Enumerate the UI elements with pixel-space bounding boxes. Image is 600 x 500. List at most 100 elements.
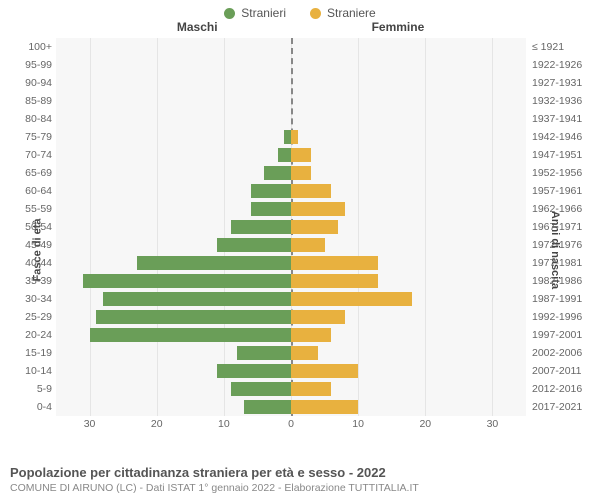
age-row: 80-841937-1941 [56,110,526,128]
y-tick-birth: 2017-2021 [532,398,592,416]
y-tick-birth: 1972-1976 [532,236,592,254]
y-tick-birth: 1922-1926 [532,56,592,74]
legend: Stranieri Straniere [0,0,600,20]
legend-label-male: Stranieri [241,6,286,20]
y-tick-age: 60-64 [16,182,52,200]
bar-female [291,400,358,414]
age-row: 10-142007-2011 [56,362,526,380]
age-row: 85-891932-1936 [56,92,526,110]
x-axis: 3020100102030 [56,416,526,434]
y-tick-birth: 1957-1961 [532,182,592,200]
y-tick-age: 95-99 [16,56,52,74]
header-male: Maschi [177,20,218,34]
y-tick-birth: 1967-1971 [532,218,592,236]
x-tick: 0 [288,418,294,430]
y-tick-age: 40-44 [16,254,52,272]
y-tick-age: 15-19 [16,344,52,362]
y-tick-age: 20-24 [16,326,52,344]
age-row: 15-192002-2006 [56,344,526,362]
age-row: 50-541967-1971 [56,218,526,236]
y-tick-age: 35-39 [16,272,52,290]
y-tick-age: 25-29 [16,308,52,326]
legend-item-male: Stranieri [224,6,286,20]
bar-male [96,310,291,324]
bar-male [137,256,291,270]
y-tick-age: 65-69 [16,164,52,182]
footer: Popolazione per cittadinanza straniera p… [10,465,590,494]
bar-male [217,238,291,252]
bar-female [291,274,378,288]
x-tick: 30 [487,418,499,430]
age-row: 70-741947-1951 [56,146,526,164]
swatch-male [224,8,235,19]
bar-female [291,148,311,162]
y-tick-age: 100+ [16,38,52,56]
age-row: 5-92012-2016 [56,380,526,398]
header-female: Femmine [372,20,425,34]
bar-female [291,328,331,342]
y-tick-birth: 2002-2006 [532,344,592,362]
bar-female [291,310,345,324]
age-row: 90-941927-1931 [56,74,526,92]
bar-male [83,274,291,288]
y-tick-age: 85-89 [16,92,52,110]
x-tick: 10 [352,418,364,430]
bar-female [291,130,298,144]
y-tick-birth: 1997-2001 [532,326,592,344]
y-tick-birth: 1947-1951 [532,146,592,164]
age-row: 20-241997-2001 [56,326,526,344]
bar-female [291,166,311,180]
pyramid-chart: 100+≤ 192195-991922-192690-941927-193185… [56,38,526,416]
y-tick-birth: 1977-1981 [532,254,592,272]
column-headers: Maschi Femmine [56,20,526,38]
bar-female [291,220,338,234]
bar-male [244,400,291,414]
bar-male [264,166,291,180]
bar-male [231,382,291,396]
y-tick-age: 0-4 [16,398,52,416]
age-row: 45-491972-1976 [56,236,526,254]
y-tick-birth: 2007-2011 [532,362,592,380]
y-tick-birth: 1932-1936 [532,92,592,110]
y-tick-age: 10-14 [16,362,52,380]
y-tick-age: 90-94 [16,74,52,92]
age-row: 55-591962-1966 [56,200,526,218]
y-tick-age: 80-84 [16,110,52,128]
y-tick-birth: 1952-1956 [532,164,592,182]
chart-subtitle: COMUNE DI AIRUNO (LC) - Dati ISTAT 1° ge… [10,482,590,494]
age-row: 0-42017-2021 [56,398,526,416]
x-tick: 20 [419,418,431,430]
y-tick-birth: 1927-1931 [532,74,592,92]
bar-male [251,202,291,216]
age-row: 40-441977-1981 [56,254,526,272]
x-tick: 20 [151,418,163,430]
legend-label-female: Straniere [327,6,376,20]
bar-male [237,346,291,360]
y-tick-age: 5-9 [16,380,52,398]
y-tick-age: 30-34 [16,290,52,308]
age-row: 25-291992-1996 [56,308,526,326]
y-tick-birth: 1987-1991 [532,290,592,308]
y-tick-age: 55-59 [16,200,52,218]
y-tick-age: 75-79 [16,128,52,146]
age-row: 60-641957-1961 [56,182,526,200]
age-row: 35-391982-1986 [56,272,526,290]
bar-male [284,130,291,144]
bar-female [291,238,325,252]
x-tick: 10 [218,418,230,430]
swatch-female [310,8,321,19]
y-tick-birth: 1937-1941 [532,110,592,128]
bar-male [231,220,291,234]
age-row: 95-991922-1926 [56,56,526,74]
age-row: 100+≤ 1921 [56,38,526,56]
legend-item-female: Straniere [310,6,376,20]
y-tick-age: 50-54 [16,218,52,236]
bar-male [90,328,291,342]
bar-female [291,346,318,360]
y-tick-birth: 1962-1966 [532,200,592,218]
bar-female [291,382,331,396]
bar-male [103,292,291,306]
bar-male [217,364,291,378]
plot-area: Maschi Femmine 100+≤ 192195-991922-19269… [56,20,526,434]
bar-female [291,364,358,378]
